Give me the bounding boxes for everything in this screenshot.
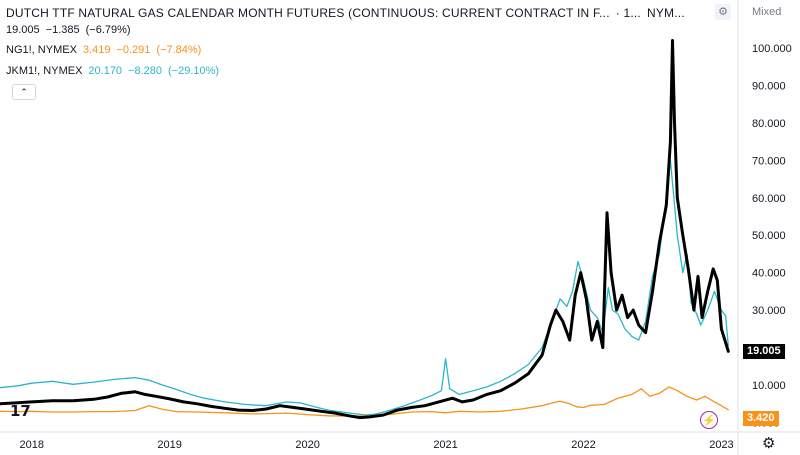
y-tick-label: 70.000 — [752, 155, 786, 167]
series-layer — [0, 39, 730, 420]
ng-symbol: NG1!, NYMEX — [6, 44, 77, 56]
x-tick-label: 2021 — [433, 439, 457, 451]
x-tick-label: 2019 — [157, 439, 181, 451]
collapse-legend-button[interactable]: ⌃ — [12, 84, 36, 100]
x-tick-label: 2020 — [295, 439, 319, 451]
y-tick-label: 100.000 — [752, 43, 792, 55]
price-axis[interactable]: 0.00010.00020.00030.00040.00050.00060.00… — [737, 0, 792, 455]
y-tick-label: 40.000 — [752, 268, 786, 280]
legend-main: 19.005 −1.385 (−6.79%) — [6, 24, 137, 36]
jkm-change-pct: (−29.10%) — [168, 65, 220, 77]
ng-last-price-badge: 3.420 — [743, 410, 779, 426]
series-line-1[interactable] — [0, 386, 729, 417]
ng-change: −0.291 — [116, 44, 151, 56]
bolt-icon[interactable]: ⚡ — [700, 411, 718, 429]
y-tick-label: 50.000 — [752, 230, 786, 242]
chart-title: DUTCH TTF NATURAL GAS CALENDAR MONTH FUT… — [6, 6, 685, 20]
jkm-change: −8.280 — [128, 65, 163, 77]
main-change: −1.385 — [45, 24, 80, 36]
legend-jkm: JKM1!, NYMEX 20.170 −8.280 (−29.10%) — [6, 65, 225, 77]
series-line-0[interactable] — [0, 159, 729, 416]
gear-icon[interactable]: ⚙ — [762, 435, 776, 452]
tradingview-logo: 17 — [10, 402, 31, 420]
x-tick-label: 2022 — [571, 439, 595, 451]
y-tick-label: 30.000 — [752, 305, 786, 317]
jkm-symbol: JKM1!, NYMEX — [6, 65, 83, 77]
settings-gear-icon[interactable]: ⚙ — [715, 4, 731, 20]
ng-value: 3.419 — [82, 44, 111, 56]
time-axis[interactable]: 2018 2019 2020 2021 2022 2023 — [0, 431, 800, 451]
x-tick-label: 2023 — [709, 439, 733, 451]
jkm-value: 20.170 — [88, 65, 123, 77]
y-tick-label: 90.000 — [752, 80, 786, 92]
main-change-pct: (−6.79%) — [85, 24, 131, 36]
ng-change-pct: (−7.84%) — [156, 44, 202, 56]
legend-ng: NG1!, NYMEX 3.419 −0.291 (−7.84%) — [6, 44, 207, 56]
y-tick-label: 60.000 — [752, 193, 786, 205]
y-tick-label: 10.000 — [752, 380, 786, 392]
series-line-2[interactable] — [0, 39, 730, 420]
main-last-price-badge: 19.005 — [743, 344, 785, 360]
scale-mode-label[interactable]: Mixed — [752, 6, 782, 18]
x-tick-label: 2018 — [19, 439, 43, 451]
main-value: 19.005 — [6, 24, 40, 36]
y-tick-label: 80.000 — [752, 118, 786, 130]
